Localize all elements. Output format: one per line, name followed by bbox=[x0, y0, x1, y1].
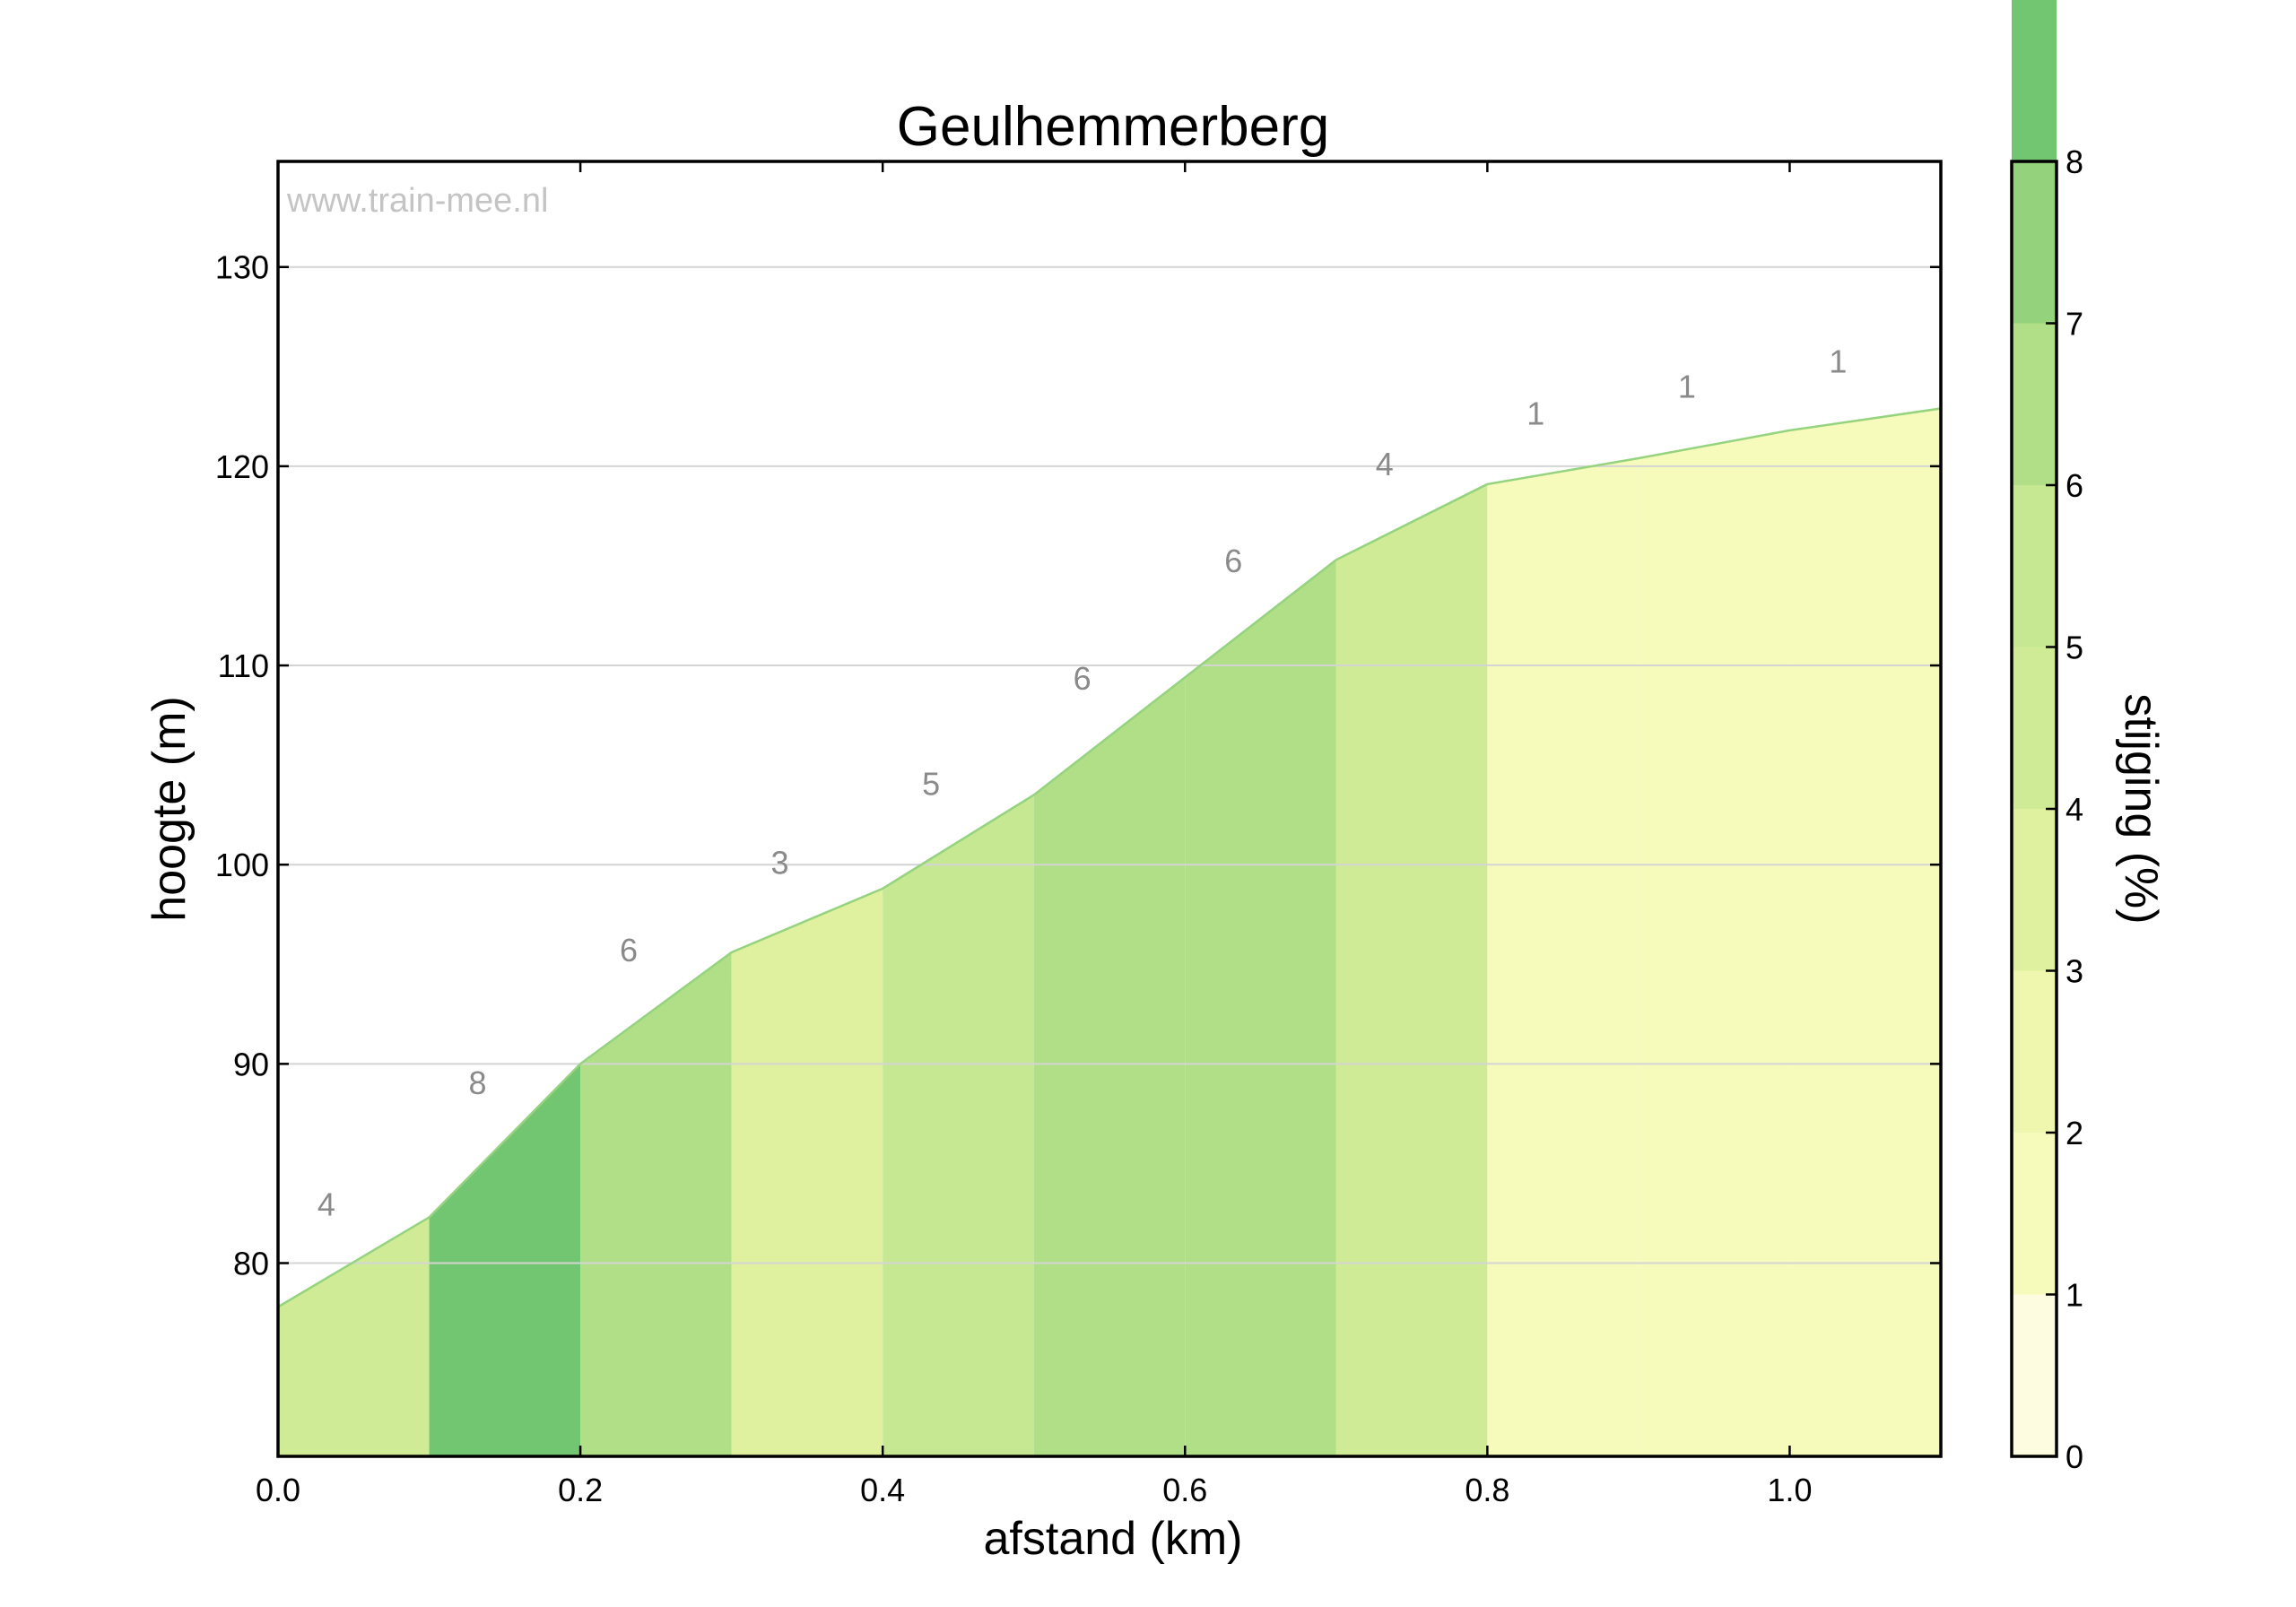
segment-label: 1 bbox=[1678, 368, 1696, 404]
gradient-segment bbox=[1789, 408, 1941, 1457]
y-tick-label: 80 bbox=[233, 1246, 269, 1282]
segment-label: 4 bbox=[1376, 446, 1394, 482]
colorbar-band bbox=[2012, 485, 2057, 647]
segment-label: 8 bbox=[468, 1064, 486, 1101]
gradient-segment bbox=[429, 1064, 581, 1456]
colorbar-bands bbox=[2012, 0, 2057, 1456]
segment-label: 1 bbox=[1829, 343, 1847, 380]
x-tick-label: 0.6 bbox=[1162, 1472, 1207, 1508]
y-axis-label: hoogte (m) bbox=[144, 696, 196, 921]
x-tick-label: 0.2 bbox=[558, 1472, 603, 1508]
gradient-segment bbox=[1033, 677, 1186, 1456]
segment-label: 1 bbox=[1526, 395, 1544, 431]
segment-label: 6 bbox=[1224, 543, 1242, 579]
gradient-segment bbox=[1335, 483, 1488, 1457]
elevation-line bbox=[277, 407, 1942, 1308]
colorbar-band bbox=[2012, 0, 2057, 161]
colorbar-band bbox=[2012, 809, 2057, 971]
gridlines bbox=[278, 265, 1941, 1264]
segment-label: 3 bbox=[771, 844, 789, 881]
gradient-segment bbox=[883, 795, 1034, 1456]
y-axis-ticks: 80 90 100 110 120 130 bbox=[215, 249, 1941, 1282]
colorbar-band bbox=[2012, 161, 2057, 324]
colorbar-band bbox=[2012, 1294, 2057, 1456]
colorbar-tick-label: 7 bbox=[2066, 306, 2083, 343]
gradient-segments bbox=[278, 408, 1941, 1457]
colorbar: 0 1 2 3 4 5 6 7 8 stijging (%) bbox=[2010, 0, 2167, 1475]
colorbar-tick-label: 5 bbox=[2066, 630, 2083, 666]
colorbar-tick-label: 6 bbox=[2066, 467, 2083, 504]
segment-label: 4 bbox=[317, 1186, 335, 1222]
watermark: www.train-mee.nl bbox=[286, 182, 548, 220]
gradient-segment bbox=[1487, 458, 1639, 1456]
colorbar-ticks: 0 1 2 3 4 5 6 7 8 bbox=[2046, 143, 2083, 1475]
y-tick-label: 90 bbox=[233, 1046, 269, 1082]
colorbar-band bbox=[2012, 647, 2057, 809]
x-tick-label: 0.8 bbox=[1465, 1472, 1509, 1508]
y-tick-label: 110 bbox=[218, 647, 269, 684]
colorbar-tick-label: 3 bbox=[2066, 953, 2083, 990]
plot-frame bbox=[276, 160, 1943, 1458]
colorbar-band bbox=[2012, 323, 2057, 485]
gradient-segment bbox=[1185, 560, 1336, 1456]
colorbar-band bbox=[2012, 970, 2057, 1133]
gradient-segment bbox=[1638, 430, 1790, 1456]
gradient-segment bbox=[580, 951, 732, 1456]
colorbar-tick-label: 2 bbox=[2066, 1115, 2083, 1151]
colorbar-band bbox=[2012, 1133, 2057, 1295]
x-tick-label: 1.0 bbox=[1767, 1472, 1812, 1508]
y-tick-label: 120 bbox=[215, 448, 269, 485]
gradient-segment bbox=[731, 888, 883, 1456]
colorbar-tick-label: 0 bbox=[2066, 1438, 2083, 1475]
y-tick-label: 100 bbox=[215, 847, 269, 883]
colorbar-tick-label: 1 bbox=[2066, 1277, 2083, 1314]
colorbar-tick-label: 4 bbox=[2066, 791, 2083, 828]
segment-label: 6 bbox=[1074, 660, 1091, 697]
colorbar-label: stijging (%) bbox=[2115, 693, 2167, 924]
x-tick-label: 0.4 bbox=[860, 1472, 905, 1508]
segment-gradient-labels: 4 8 6 3 5 6 6 4 1 1 1 bbox=[317, 343, 1847, 1223]
x-tick-label: 0.0 bbox=[256, 1472, 300, 1508]
gradient-segment bbox=[278, 1217, 430, 1456]
colorbar-tick-label: 8 bbox=[2066, 143, 2083, 180]
y-tick-label: 130 bbox=[215, 249, 269, 286]
x-axis-ticks: 0.0 0.2 0.4 0.6 0.8 1.0 bbox=[256, 161, 1812, 1508]
x-axis-label: afstand (km) bbox=[984, 1513, 1243, 1565]
segment-label: 5 bbox=[922, 766, 940, 803]
segment-label: 6 bbox=[620, 932, 638, 969]
chart-title: Geulhemmerberg bbox=[897, 96, 1329, 158]
